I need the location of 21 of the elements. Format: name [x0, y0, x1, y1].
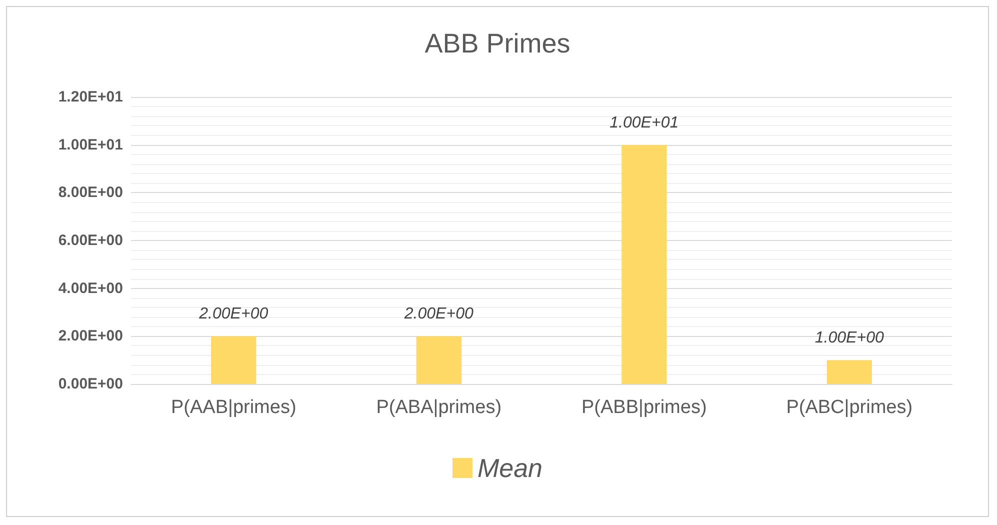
x-tick-label: P(ABB|primes): [581, 397, 707, 418]
y-tick-label: 0.00E+00: [58, 376, 123, 392]
bar: [622, 144, 667, 384]
x-tick-label: P(ABC|primes): [786, 397, 913, 418]
y-tick-label: 2.00E+00: [58, 328, 123, 345]
y-tick-label: 1.20E+01: [58, 88, 123, 106]
data-label: 2.00E+00: [403, 306, 474, 323]
bar: [211, 336, 256, 384]
bar: [826, 360, 872, 384]
x-tick-label: P(AAB|primes): [170, 397, 296, 418]
data-label: 2.00E+00: [198, 306, 268, 323]
y-tick-label: 1.00E+01: [58, 136, 123, 154]
bar: [416, 336, 462, 384]
data-label: 1.00E+01: [610, 114, 679, 132]
legend-label: Mean: [477, 453, 543, 483]
y-tick-label: 6.00E+00: [58, 232, 123, 249]
chart-title: ABB Primes: [424, 28, 570, 58]
x-tick-label: P(ABA|primes): [376, 397, 502, 418]
y-tick-label: 8.00E+00: [58, 184, 123, 202]
y-tick-label: 4.00E+00: [58, 280, 123, 297]
data-label: 1.00E+00: [814, 330, 884, 347]
